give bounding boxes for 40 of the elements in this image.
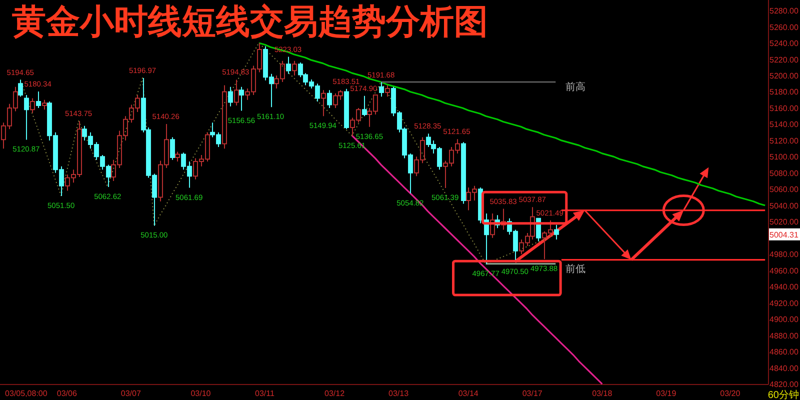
y-tick-label: 5080.00 <box>770 168 798 178</box>
y-tick-label: 5220.00 <box>770 55 798 64</box>
y-tick-label: 4880.00 <box>770 331 798 340</box>
y-tick-label: 5280.00 <box>770 6 798 16</box>
y-tick-label: 5020.00 <box>770 218 798 227</box>
note: 60分钟 <box>768 390 799 400</box>
y-tick-label: 4900.00 <box>770 315 798 324</box>
y-tick-label: 5040.00 <box>770 201 798 210</box>
y-tick-label: 4820.00 <box>770 380 798 389</box>
y-tick-label: 4940.00 <box>770 282 798 292</box>
x-tick-label: 03/13 <box>388 389 409 398</box>
y-tick-label: 4920.00 <box>770 298 798 308</box>
price-tag: 5004.31 <box>769 228 800 240</box>
x-tick-label: 03/18 <box>592 389 612 398</box>
x-tick-label: 03/19 <box>656 389 676 398</box>
line-name: 前高 <box>566 82 586 93</box>
y-tick-label: 5260.00 <box>770 22 798 32</box>
y-tick-label: 5200.00 <box>770 72 798 80</box>
y-tick-label: 5060.00 <box>770 185 798 194</box>
y-tick-label: 5140.00 <box>770 120 798 130</box>
x-tick-label: 03/12 <box>324 389 345 398</box>
line-name: 前低 <box>566 264 586 275</box>
x-tick-label: 03/17 <box>522 389 542 398</box>
y-tick-label: 4980.00 <box>770 250 798 260</box>
x-tick-label: 03/20 <box>720 389 740 398</box>
y-tick-label: 5160.00 <box>770 104 798 113</box>
x-tick-label: 03/14 <box>458 389 478 398</box>
y-tick-label: 4860.00 <box>770 348 798 357</box>
y-tick-label: 5100.00 <box>770 152 798 162</box>
y-tick-label: 5120.00 <box>770 136 798 146</box>
y-tick-label: 4960.00 <box>770 266 798 276</box>
y-tick-label: 4840.00 <box>770 364 798 373</box>
title: 黄金小时线短线交易趋势分析图 <box>12 2 488 42</box>
x-tick-label: 03/10 <box>190 389 211 398</box>
y-tick-label: 5180.00 <box>770 88 798 97</box>
x-tick-label: 03/07 <box>120 389 141 398</box>
x-tick-label: 03/06 <box>56 389 77 398</box>
x-tick-label: 03/05,08:00 <box>5 389 48 398</box>
y-tick-label: 5240.00 <box>770 39 798 48</box>
x-tick-label: 03/11 <box>255 389 274 398</box>
